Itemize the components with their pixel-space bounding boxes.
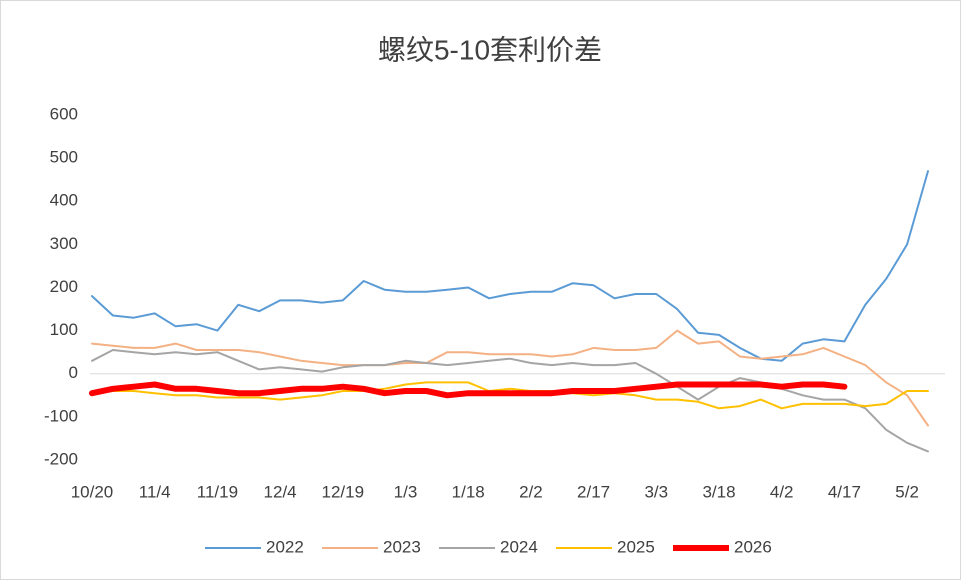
y-tick-label: 500 — [50, 148, 78, 167]
y-tick-label: -200 — [44, 449, 78, 468]
chart-title: 螺纹5-10套利价差 — [378, 34, 602, 65]
legend-label: 2023 — [383, 537, 421, 556]
x-tick-label: 2/17 — [577, 482, 610, 501]
x-tick-label: 11/19 — [197, 482, 238, 501]
x-tick-label: 1/3 — [394, 482, 418, 501]
x-tick-label: 11/4 — [139, 482, 171, 501]
legend-label: 2026 — [734, 537, 772, 556]
legend-label: 2025 — [617, 537, 655, 556]
x-tick-label: 12/19 — [322, 482, 365, 501]
x-tick-label: 1/18 — [452, 482, 485, 501]
y-tick-label: 600 — [50, 104, 78, 123]
series-line — [91, 329, 929, 427]
y-tick-label: 400 — [50, 191, 78, 210]
y-tick-label: 300 — [50, 234, 78, 253]
x-tick-label: 5/2 — [895, 482, 919, 501]
y-tick-label: -100 — [44, 406, 78, 425]
x-tick-label: 4/2 — [770, 482, 794, 501]
y-tick-label: 200 — [50, 277, 78, 296]
x-tick-label: 12/4 — [264, 482, 297, 501]
x-tick-label: 3/3 — [644, 482, 668, 501]
x-tick-label: 4/17 — [828, 482, 861, 501]
series-line — [89, 381, 848, 399]
legend-label: 2024 — [500, 537, 538, 556]
x-tick-label: 10/20 — [71, 482, 114, 501]
x-tick-label: 3/18 — [702, 482, 735, 501]
y-tick-label: 100 — [50, 320, 78, 339]
series-line — [91, 349, 929, 453]
y-tick-label: 0 — [69, 363, 78, 382]
series-line — [91, 381, 929, 410]
x-tick-label: 2/2 — [519, 482, 543, 501]
legend-label: 2022 — [266, 537, 304, 556]
